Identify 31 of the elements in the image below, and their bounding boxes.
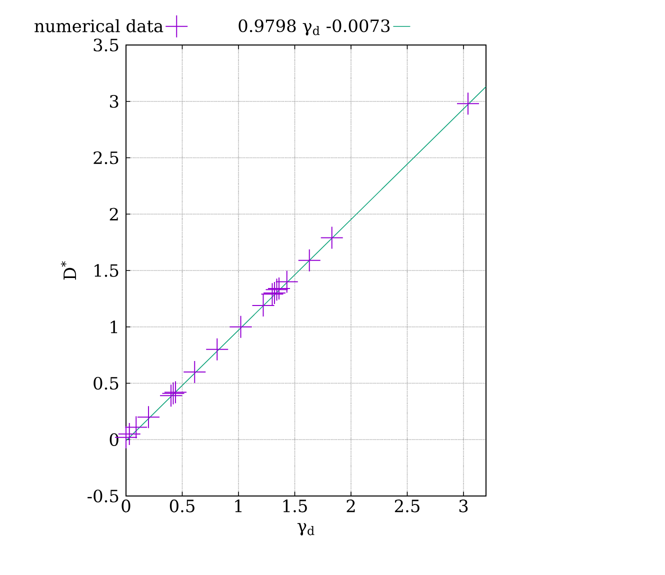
point <box>252 294 275 317</box>
point <box>137 406 160 429</box>
x-tick-label: 1 <box>235 500 242 512</box>
point <box>206 338 229 361</box>
point <box>456 92 480 116</box>
y-axis-title: D$^{*}$ <box>60 261 76 280</box>
point <box>229 315 252 338</box>
y-tick-label: 0.5 <box>94 376 118 390</box>
point <box>124 416 148 439</box>
x-tick-label: 2 <box>346 500 355 512</box>
y-tick-label: 1 <box>110 320 118 334</box>
point <box>183 360 206 384</box>
y-tick-label: -0.5 <box>88 490 118 502</box>
x-tick-label: 0 <box>122 500 130 512</box>
x-tick-label: 2.5 <box>394 500 420 512</box>
point <box>118 422 141 446</box>
y-tick-label: 3.5 <box>94 38 118 52</box>
y-tick-label: 2 <box>110 208 118 220</box>
x-tick-label: 0.5 <box>170 500 194 512</box>
x-axis-title: γ$_{d}$ <box>298 523 314 536</box>
legend-label: 0.9798 γ$_{d}$ -0.0073 <box>238 19 390 36</box>
point <box>298 248 321 272</box>
point <box>320 226 344 250</box>
y-tick-label: 3 <box>110 94 118 108</box>
y-tick-label: 2.5 <box>94 151 118 164</box>
y-tick-label: 1.5 <box>94 264 118 277</box>
y-tick-label: 0 <box>110 433 118 446</box>
x-tick-label: 1.5 <box>283 500 307 512</box>
x-tick-label: 3 <box>459 500 468 512</box>
point <box>275 270 298 294</box>
legend-label: numerical data <box>34 19 164 32</box>
